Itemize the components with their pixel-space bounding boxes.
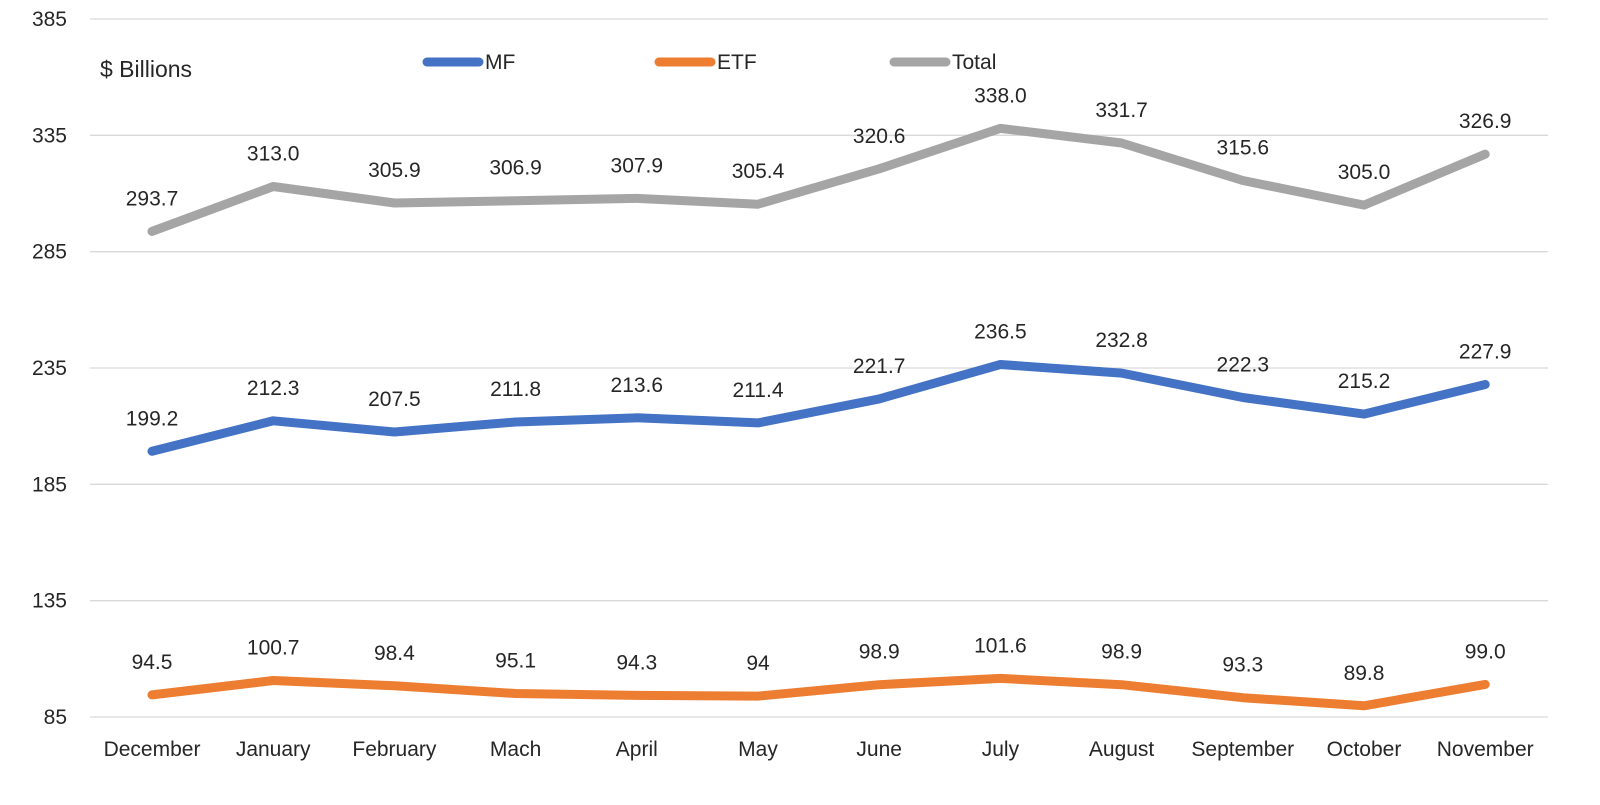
data-label-total: 320.6	[853, 125, 906, 148]
y-axis-ticks: 385 335 285 235 185 135 85	[32, 8, 67, 729]
data-label-mf: 221.7	[853, 355, 906, 378]
data-label-mf: 222.3	[1217, 354, 1270, 377]
data-label-etf: 94.5	[132, 651, 173, 674]
unit-label: $ Billions	[100, 56, 192, 82]
data-label-total: 313.0	[247, 143, 300, 166]
x-tick-label: June	[856, 738, 902, 761]
series-lines	[147, 123, 1490, 711]
x-tick-label: November	[1437, 738, 1534, 761]
data-label-mf: 207.5	[368, 388, 421, 411]
data-label-mf: 212.3	[247, 377, 300, 400]
data-label-etf: 95.1	[495, 650, 536, 673]
x-tick-label: January	[236, 738, 311, 761]
data-label-total: 306.9	[489, 157, 542, 180]
series-line-total	[147, 123, 1490, 236]
x-tick-label: August	[1089, 738, 1155, 761]
data-label-total: 315.6	[1217, 136, 1270, 159]
x-tick-label: July	[982, 738, 1020, 761]
legend: MF ETF Total	[422, 51, 996, 74]
data-label-etf: 101.6	[974, 634, 1027, 657]
data-label-total: 338.0	[974, 84, 1027, 107]
series-line-mf	[147, 360, 1490, 456]
x-tick-label: December	[104, 738, 201, 761]
data-label-total: 305.9	[368, 159, 421, 182]
x-tick-label: Mach	[490, 738, 541, 761]
legend-label-total: Total	[952, 51, 996, 74]
x-tick-label: October	[1327, 738, 1402, 761]
data-label-etf: 94	[746, 652, 770, 675]
data-label-mf: 213.6	[611, 374, 664, 397]
y-tick-label: 185	[32, 473, 67, 496]
legend-label-mf: MF	[485, 51, 515, 74]
y-tick-label: 85	[44, 706, 67, 729]
data-label-etf: 100.7	[247, 636, 300, 659]
x-tick-label: September	[1191, 738, 1294, 761]
data-label-total: 305.4	[732, 160, 785, 183]
x-tick-label: April	[616, 738, 658, 761]
data-label-mf: 232.8	[1095, 329, 1148, 352]
data-label-etf: 98.9	[1101, 641, 1142, 664]
x-axis-ticks: December January February Mach April May June J…	[104, 738, 1534, 761]
data-label-total: 307.9	[611, 154, 664, 177]
data-label-total: 326.9	[1459, 110, 1512, 133]
legend-label-etf: ETF	[717, 51, 757, 74]
data-label-mf: 227.9	[1459, 341, 1512, 364]
data-label-mf: 211.8	[490, 378, 541, 401]
data-label-etf: 89.8	[1344, 662, 1385, 685]
y-tick-label: 335	[32, 124, 67, 147]
y-tick-label: 385	[32, 8, 67, 31]
y-tick-label: 285	[32, 241, 67, 264]
y-tick-label: 235	[32, 357, 67, 380]
data-label-total: 293.7	[126, 187, 179, 210]
data-label-mf: 236.5	[974, 321, 1027, 344]
data-label-mf: 215.2	[1338, 370, 1391, 393]
gridlines	[90, 18, 1548, 718]
data-label-etf: 94.3	[616, 651, 657, 674]
data-label-etf: 98.4	[374, 642, 415, 665]
data-label-mf: 211.4	[733, 379, 784, 402]
x-tick-label: May	[738, 738, 778, 761]
data-label-etf: 93.3	[1222, 654, 1263, 677]
data-label-etf: 98.9	[859, 641, 900, 664]
y-tick-label: 135	[32, 590, 67, 613]
series-line-etf	[147, 673, 1490, 711]
x-tick-label: February	[352, 738, 437, 761]
data-label-total: 305.0	[1338, 161, 1391, 184]
data-label-mf: 199.2	[126, 407, 179, 430]
data-label-total: 331.7	[1095, 99, 1148, 122]
data-labels: 199.2 212.3 207.5 211.8 213.6 211.4 221.7 236.5…	[126, 84, 1512, 684]
data-label-etf: 99.0	[1465, 640, 1506, 663]
